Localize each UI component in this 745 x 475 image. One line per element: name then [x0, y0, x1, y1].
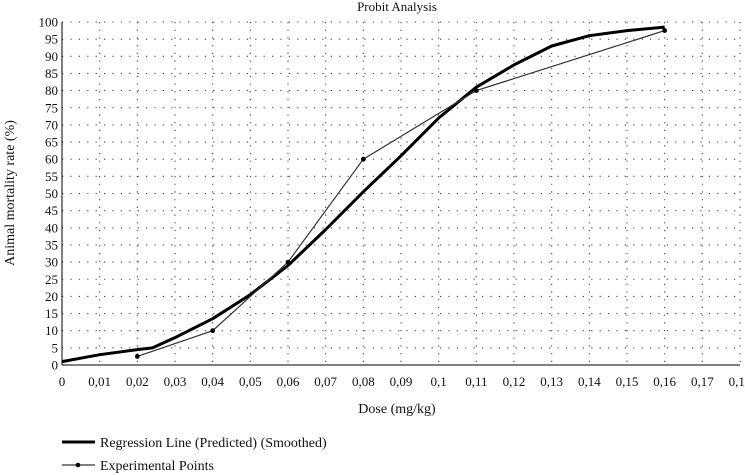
- x-tick-label: 0,11: [465, 374, 487, 389]
- y-tick-label: 55: [45, 169, 58, 184]
- experimental-point: [360, 156, 366, 162]
- x-tick-label: 0,12: [503, 374, 526, 389]
- x-tick-label: 0,15: [616, 374, 639, 389]
- x-tick-label: 0,01: [88, 374, 111, 389]
- x-tick-label: 0,03: [164, 374, 187, 389]
- x-tick-label: 0,09: [390, 374, 413, 389]
- y-tick-label: 45: [45, 203, 58, 218]
- x-tick-label: 0,07: [314, 374, 337, 389]
- experimental-point: [285, 259, 291, 265]
- axes: [61, 22, 740, 366]
- y-tick-label: 85: [45, 66, 58, 81]
- experimental-point: [473, 88, 479, 93]
- legend: Regression Line (Predicted) (Smoothed) E…: [62, 436, 327, 474]
- x-tick-label: 0,1: [431, 374, 447, 389]
- y-tick-label: 60: [45, 152, 58, 167]
- x-tick-label: 0,13: [540, 374, 563, 389]
- y-tick-label: 65: [45, 135, 58, 150]
- experimental-point: [210, 328, 216, 334]
- x-axis-label: Dose (mg/kg): [358, 402, 436, 417]
- y-tick-label: 40: [45, 220, 58, 235]
- y-tick-label: 10: [45, 323, 58, 338]
- legend-marker-experimental: [75, 462, 81, 468]
- x-tick-label: 0,14: [578, 374, 601, 389]
- y-tick-label: 30: [45, 255, 58, 270]
- legend-label-regression: Regression Line (Predicted) (Smoothed): [100, 436, 327, 451]
- y-tick-label: 70: [45, 117, 58, 132]
- y-tick-label: 5: [52, 340, 59, 355]
- x-tick-label: 0,04: [201, 374, 224, 389]
- y-tick-label: 15: [45, 306, 58, 321]
- x-tick-label: 0,16: [653, 374, 676, 389]
- legend-label-experimental: Experimental Points: [100, 459, 214, 474]
- y-tick-label: 25: [45, 272, 58, 287]
- x-tick-label: 0,08: [352, 374, 375, 389]
- y-tick-label: 95: [45, 32, 58, 47]
- x-tick-label: 0: [59, 374, 66, 389]
- experimental-line: [137, 30, 665, 357]
- y-tick-label: 90: [45, 49, 58, 64]
- y-tick-label: 35: [45, 237, 58, 252]
- y-tick-label: 50: [45, 186, 58, 201]
- y-tick-label: 0: [52, 358, 59, 373]
- x-tick-label: 0,05: [239, 374, 262, 389]
- y-tick-label: 80: [45, 83, 58, 98]
- y-tick-labels: 0 5 10 15 20 25 30 35 40 45 50 55 60 65 70 75 80 85 90 95 10…: [39, 15, 59, 373]
- experimental-point: [662, 28, 668, 33]
- y-tick-label: 100: [39, 15, 59, 30]
- grid: [62, 21, 741, 365]
- chart-title: Probit Analysis: [357, 0, 437, 14]
- x-tick-label: 0,17: [691, 374, 714, 389]
- x-tick-label: 0,18: [729, 374, 745, 389]
- experimental-point: [134, 354, 140, 359]
- y-tick-label: 20: [45, 289, 58, 304]
- x-tick-labels: 0 0,01 0,02 0,03 0,04 0,05 0,06 0,07 0,08 0,09 0,1…: [59, 374, 745, 389]
- y-axis-label: Animal mortality rate (%): [3, 120, 18, 266]
- x-tick-label: 0,02: [126, 374, 149, 389]
- regression-line: [61, 25, 665, 364]
- x-tick-label: 0,06: [277, 374, 300, 389]
- y-tick-label: 75: [45, 100, 58, 115]
- series-layer: [61, 25, 668, 364]
